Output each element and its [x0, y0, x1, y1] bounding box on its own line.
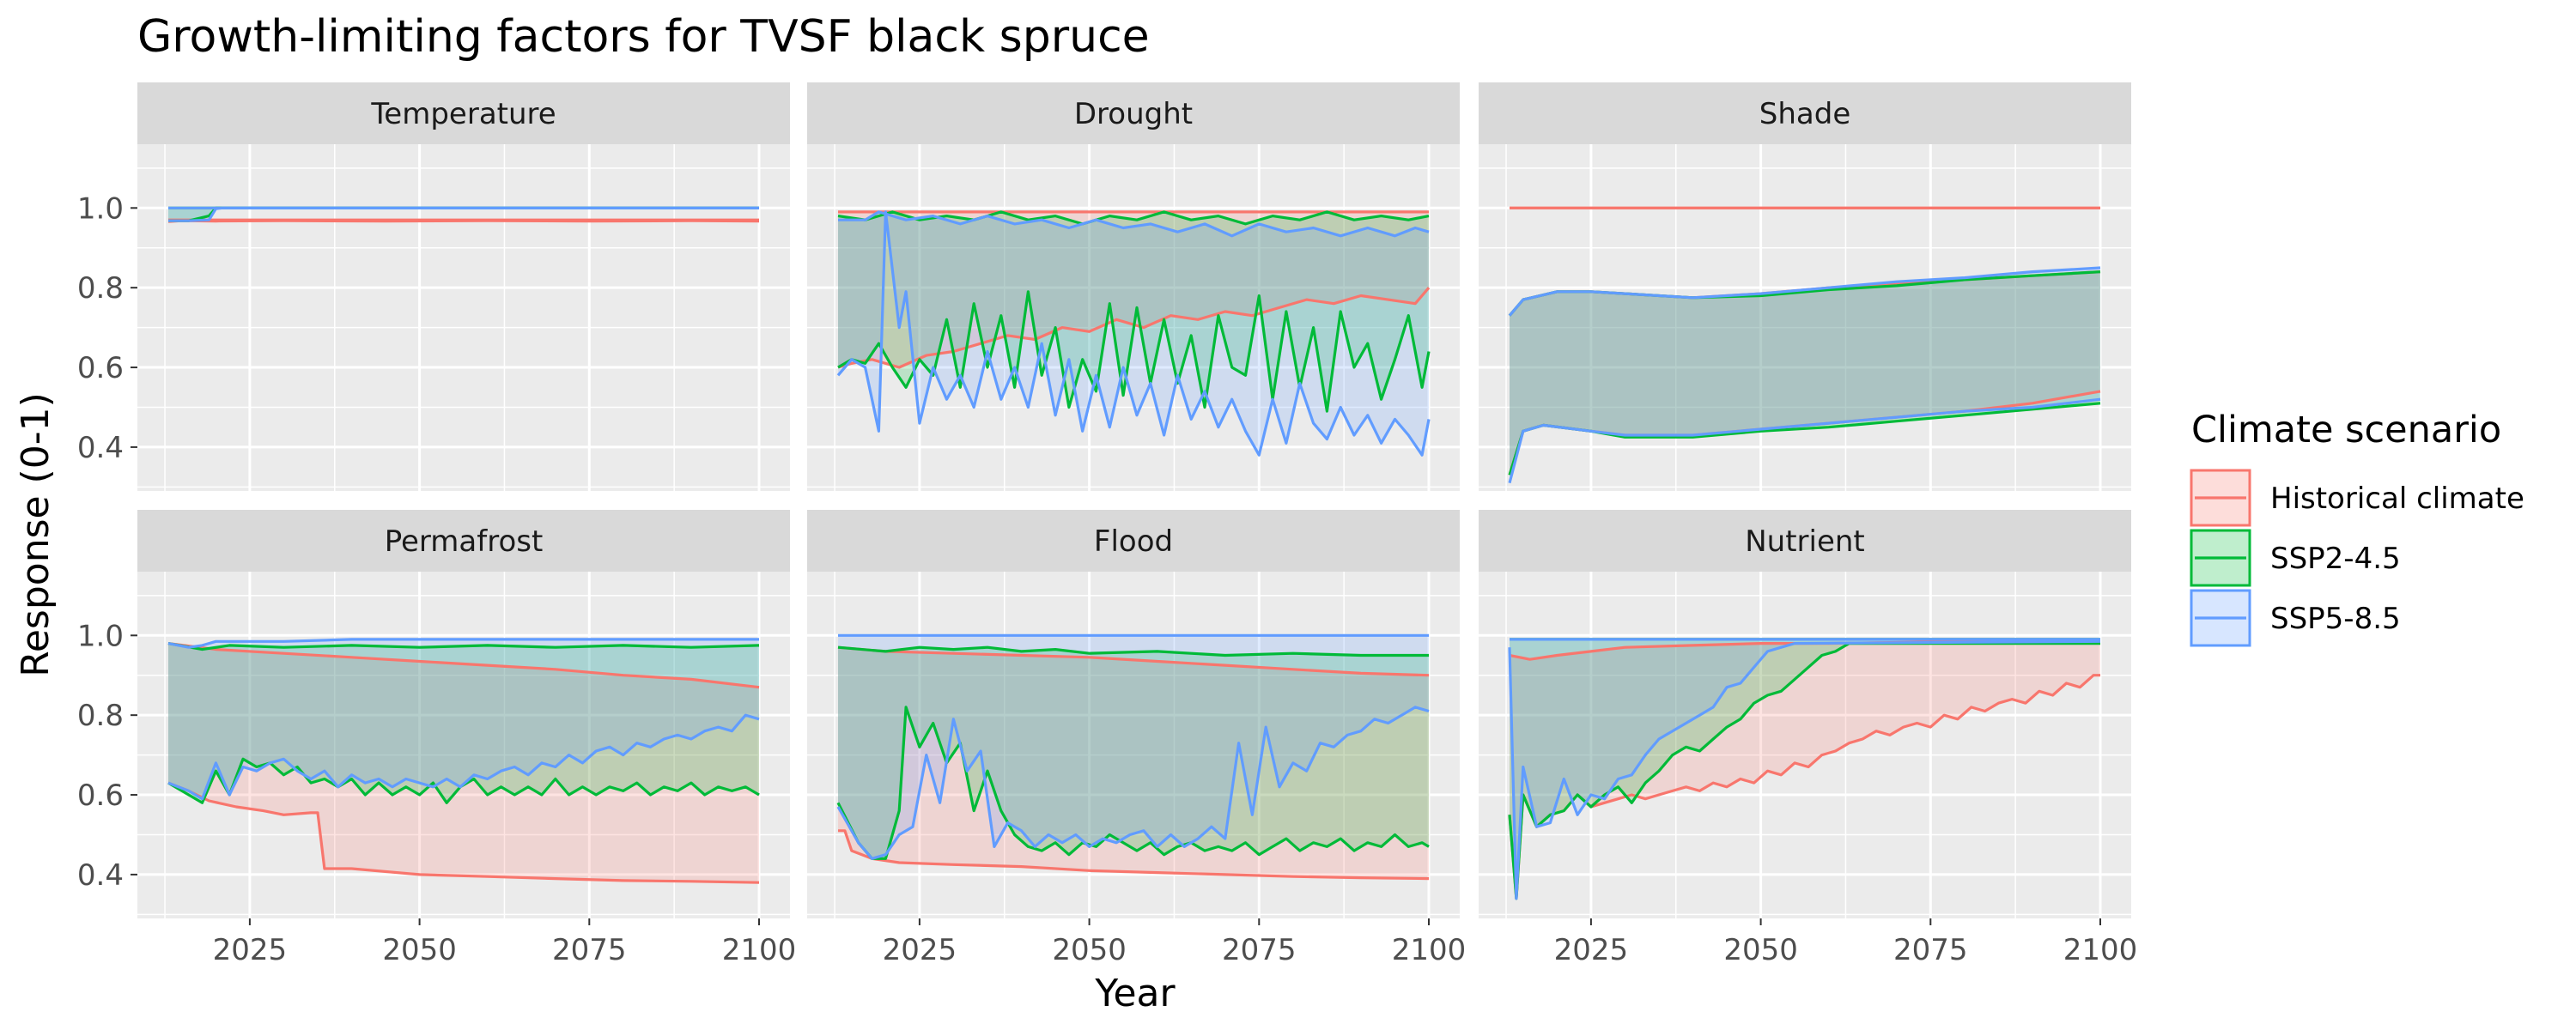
legend-label: Historical climate	[2270, 482, 2524, 516]
panel-plot	[836, 633, 1430, 881]
ribbon-ssp2-4-5	[168, 643, 759, 803]
line-ssp2-4-5-upper	[837, 645, 1429, 657]
x-tick-label: 2050	[382, 933, 457, 967]
ribbon-historical-climate	[838, 647, 1429, 879]
ribbon-historical-climate	[838, 211, 1429, 367]
line-ssp5-8-5-lower	[168, 206, 759, 222]
y-tick-label: 0.4	[77, 431, 124, 465]
y-axis-label: Response (0-1)	[14, 392, 58, 677]
line-historical-climate-lower	[837, 287, 1431, 369]
panel-strip	[137, 510, 790, 572]
line-historical-climate-lower	[167, 781, 760, 884]
x-tick-label: 2025	[213, 933, 288, 967]
panel-temperature: Temperature 0.4 0.6 0.8 1.0	[77, 82, 790, 491]
chart-title: Growth-limiting factors for TVSF black s…	[137, 11, 1150, 63]
panel-background	[1479, 572, 2131, 918]
panel-permafrost: Permafrost 0.4 0.6 0.8 1.0 2025 2050 2075 2100	[77, 510, 796, 967]
panel-plot	[1508, 206, 2101, 484]
panel-plot	[167, 206, 760, 223]
x-tick-label: 2100	[1392, 933, 1467, 967]
line-ssp5-8-5-upper	[167, 638, 759, 649]
panels-group: Temperature 0.4 0.6 0.8 1.0 Drought Shade Perma…	[77, 82, 2137, 967]
x-tick-label: 2075	[1893, 933, 1968, 967]
line-ssp5-8-5-lower	[167, 713, 760, 801]
panel-shade: Shade	[1479, 82, 2131, 491]
y-tick-label: 0.4	[77, 858, 124, 893]
y-tick-label: 0.6	[77, 351, 124, 385]
line-ssp5-8-5-lower	[836, 210, 1431, 457]
panel-plot	[836, 210, 1431, 457]
legend-label: SSP2-4.5	[2270, 542, 2401, 576]
line-ssp5-8-5-upper	[1508, 266, 2101, 317]
x-tick-label: 2100	[2063, 933, 2138, 967]
panel-plot	[167, 638, 760, 884]
x-axis-label: Year	[1094, 972, 1176, 1015]
line-ssp5-8-5-lower	[1508, 397, 2101, 484]
line-ssp2-4-5-lower	[837, 290, 1431, 413]
panel-background	[807, 144, 1460, 491]
legend-item-historical-climate: Historical climate	[2190, 469, 2524, 527]
ribbon-ssp5-8-5	[168, 639, 759, 799]
line-historical-climate-upper	[837, 645, 1430, 677]
line-ssp2-4-5-lower	[167, 757, 760, 804]
panel-strip-label: Permafrost	[385, 524, 544, 559]
ribbon-ssp5-8-5	[1510, 639, 2100, 899]
line-ssp2-4-5-upper	[167, 642, 760, 651]
legend-item-ssp5-8-5: SSP5-8.5	[2190, 589, 2401, 647]
ribbon-ssp2-4-5	[1510, 271, 2100, 476]
x-tick-label: 2025	[883, 933, 957, 967]
ribbon-historical-climate	[1510, 271, 2100, 476]
line-historical-climate-lower	[838, 829, 1430, 881]
x-tick-label: 2075	[552, 933, 627, 967]
panel-strip-label: Shade	[1759, 97, 1850, 131]
panel-nutrient: Nutrient 2025 2050 2075 2100	[1479, 510, 2137, 967]
panel-strip-label: Nutrient	[1745, 524, 1865, 559]
y-tick-label: 0.8	[77, 271, 124, 306]
panel-strip	[1479, 510, 2131, 572]
legend-title: Climate scenario	[2191, 409, 2501, 451]
line-ssp2-4-5-lower	[1508, 641, 2100, 900]
line-ssp2-4-5-lower	[836, 706, 1430, 860]
line-ssp5-8-5-lower	[836, 706, 1430, 860]
panel-drought: Drought	[807, 82, 1460, 491]
line-historical-climate-lower	[1508, 674, 2100, 900]
panel-background	[137, 144, 790, 491]
panel-background	[807, 572, 1460, 918]
ribbon-ssp5-8-5	[1510, 268, 2100, 483]
line-ssp5-8-5-upper	[838, 210, 1430, 238]
x-tick-label: 2075	[1222, 933, 1297, 967]
ribbon-ssp2-4-5	[1510, 639, 2100, 899]
panel-background	[1479, 144, 2131, 491]
legend: Climate scenario Historical climate SSP2-…	[2190, 409, 2524, 647]
x-tick-label: 2050	[1723, 933, 1798, 967]
y-tick-label: 1.0	[77, 191, 124, 226]
x-tick-label: 2050	[1052, 933, 1127, 967]
legend-label: SSP5-8.5	[2270, 602, 2401, 636]
panel-background	[137, 572, 790, 918]
panel-strip-label: Temperature	[370, 97, 556, 131]
ribbon-ssp5-8-5	[838, 635, 1429, 859]
ribbon-historical-climate	[1510, 641, 2100, 899]
x-tick-label: 2025	[1554, 933, 1629, 967]
panel-strip	[807, 510, 1460, 572]
panel-strip-label: Drought	[1074, 97, 1193, 131]
ribbon-ssp2-4-5	[838, 211, 1429, 412]
x-tick-label: 2100	[722, 933, 797, 967]
panel-strip	[1479, 82, 2131, 144]
line-ssp5-8-5-lower	[1508, 639, 2101, 900]
panel-strip	[137, 82, 790, 144]
ribbon-ssp2-4-5	[838, 647, 1429, 859]
panel-plot	[1508, 638, 2101, 900]
ribbon-historical-climate	[168, 643, 759, 883]
y-tick-label: 0.6	[77, 779, 124, 813]
panel-flood: Flood 2025 2050 2075 2100	[807, 510, 1466, 967]
legend-item-ssp2-4-5: SSP2-4.5	[2190, 529, 2401, 587]
y-tick-label: 1.0	[77, 619, 124, 653]
line-historical-climate-upper	[167, 642, 760, 689]
y-tick-label: 0.8	[77, 699, 124, 733]
panel-strip	[807, 82, 1460, 144]
panel-strip-label: Flood	[1094, 524, 1173, 559]
